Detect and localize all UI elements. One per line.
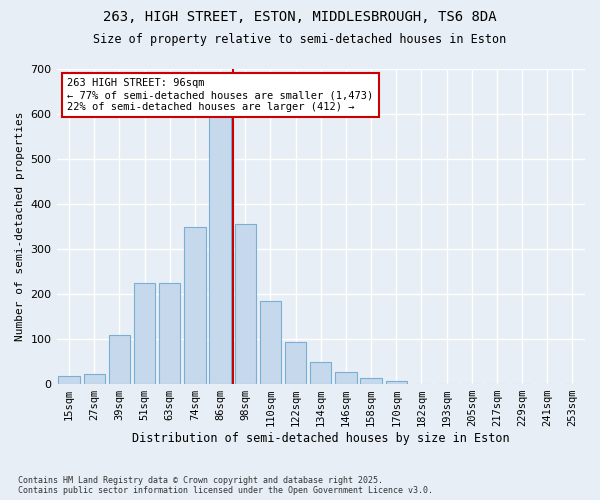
Bar xyxy=(58,376,80,384)
Text: 263 HIGH STREET: 96sqm
← 77% of semi-detached houses are smaller (1,473)
22% of : 263 HIGH STREET: 96sqm ← 77% of semi-det… xyxy=(67,78,373,112)
Bar xyxy=(184,226,206,384)
Bar xyxy=(209,114,231,384)
Text: 263, HIGH STREET, ESTON, MIDDLESBROUGH, TS6 8DA: 263, HIGH STREET, ESTON, MIDDLESBROUGH, … xyxy=(103,10,497,24)
Bar xyxy=(260,301,281,384)
Bar xyxy=(109,334,130,384)
Bar xyxy=(159,283,181,384)
Bar xyxy=(235,224,256,384)
Text: Size of property relative to semi-detached houses in Eston: Size of property relative to semi-detach… xyxy=(94,32,506,46)
Bar xyxy=(134,283,155,384)
Bar xyxy=(310,362,331,384)
Bar xyxy=(83,374,105,384)
Bar xyxy=(361,378,382,384)
X-axis label: Distribution of semi-detached houses by size in Eston: Distribution of semi-detached houses by … xyxy=(132,432,509,445)
Text: Contains HM Land Registry data © Crown copyright and database right 2025.
Contai: Contains HM Land Registry data © Crown c… xyxy=(18,476,433,495)
Bar xyxy=(386,382,407,384)
Bar xyxy=(335,372,356,384)
Y-axis label: Number of semi-detached properties: Number of semi-detached properties xyxy=(15,112,25,342)
Bar xyxy=(285,342,307,384)
